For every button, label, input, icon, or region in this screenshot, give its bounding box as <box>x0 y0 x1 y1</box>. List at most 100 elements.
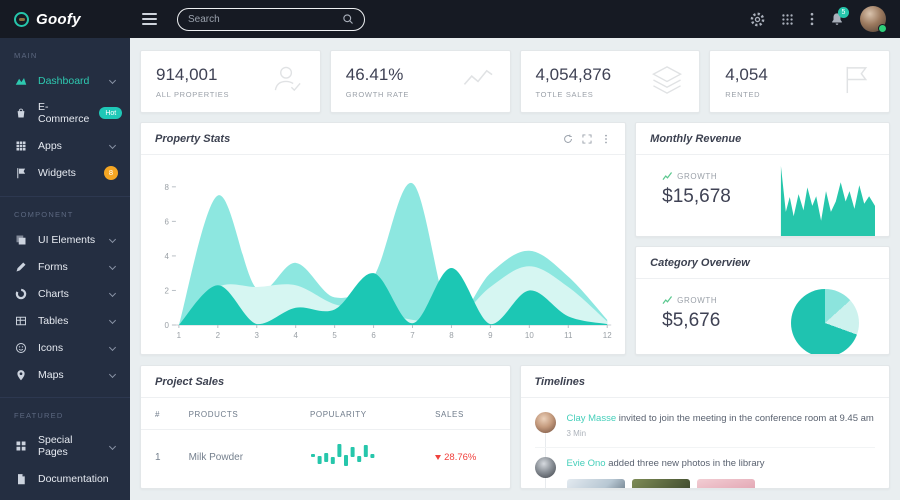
svg-text:8: 8 <box>164 183 169 192</box>
svg-text:3: 3 <box>255 331 260 340</box>
photo-thumbnail[interactable] <box>566 478 625 488</box>
stats-row: 914,001 ALL PROPERTIES 46.41% GROWTH RAT… <box>140 50 890 113</box>
timelines-card: Timelines Clay Masse invited to join the… <box>519 365 890 489</box>
chevron-down-icon <box>108 235 117 244</box>
avatar[interactable] <box>534 457 556 479</box>
property-stats-chart-body: 0 2 4 6 8 1 2 3 4 5 6 7 8 9 10 11 12 <box>141 155 625 354</box>
timeline-item: Clay Masse invited to join the meeting i… <box>534 407 876 447</box>
sidebar-item-dashboard[interactable]: Dashboard <box>0 67 130 94</box>
brand[interactable]: Goofy <box>0 11 130 28</box>
project-sales-header: Project Sales <box>141 366 510 398</box>
table-row[interactable]: 1 Milk Powder 28.76% <box>141 430 510 486</box>
main-content: 914,001 ALL PROPERTIES 46.41% GROWTH RAT… <box>130 38 900 500</box>
monthly-revenue-header: Monthly Revenue <box>636 123 889 155</box>
svg-text:8: 8 <box>449 331 454 340</box>
stat-label: RENTED <box>725 89 761 99</box>
card-title: Monthly Revenue <box>650 133 742 145</box>
stat-card-total-sales: 4,054,876 TOTLE SALES <box>519 50 701 113</box>
chevron-down-icon <box>108 343 117 352</box>
stat-label: TOTLE SALES <box>535 89 594 99</box>
svg-text:2: 2 <box>164 286 169 295</box>
sidebar-item-maps[interactable]: Maps <box>0 361 130 388</box>
shopping-bag-icon <box>15 107 28 120</box>
settings-gear-icon[interactable] <box>750 12 765 27</box>
growth-label: GROWTH <box>662 172 731 181</box>
fullscreen-icon[interactable] <box>582 134 592 144</box>
divider <box>0 397 130 398</box>
flag-icon <box>840 64 874 100</box>
timeline-user-link[interactable]: Clay Masse <box>566 413 617 424</box>
sidebar-item-charts[interactable]: Charts <box>0 280 130 307</box>
search-icon[interactable] <box>342 13 354 25</box>
sidebar-item-icons[interactable]: Icons <box>0 334 130 361</box>
kebab-menu-icon[interactable] <box>810 12 814 26</box>
timeline-list: Clay Masse invited to join the meeting i… <box>521 398 890 488</box>
sidebar-item-ecommerce[interactable]: E-Commerce Hot <box>0 94 130 132</box>
timeline-photos <box>566 478 765 488</box>
sidebar-item-special-pages[interactable]: Special Pages <box>0 427 130 465</box>
card-title: Project Sales <box>155 376 225 388</box>
refresh-icon[interactable] <box>563 134 573 144</box>
growth-trend-icon <box>662 172 673 181</box>
smiley-icon <box>15 341 28 354</box>
stat-label: GROWTH RATE <box>345 89 410 99</box>
flag-icon <box>15 167 28 180</box>
svg-text:6: 6 <box>164 217 169 226</box>
svg-text:6: 6 <box>371 331 376 340</box>
timeline-connector <box>544 412 546 488</box>
sidebar-item-ui-elements[interactable]: UI Elements <box>0 226 130 253</box>
mid-row: Property Stats 0 2 4 6 8 1 2 3 4 5 6 7 8 9 10 11 12 Mont… <box>140 122 890 355</box>
column-header-index[interactable]: # <box>141 398 175 430</box>
column-header-sales[interactable]: SALES <box>421 398 510 430</box>
apps-icon <box>15 139 28 152</box>
stat-value: 4,054 <box>725 64 768 84</box>
kebab-menu-icon[interactable] <box>601 134 611 144</box>
chevron-down-icon <box>108 289 117 298</box>
column-header-popularity[interactable]: POPULARITY <box>295 398 422 430</box>
svg-text:10: 10 <box>525 331 534 340</box>
svg-text:0: 0 <box>164 321 169 330</box>
search-input[interactable] <box>188 13 342 25</box>
sidebar-item-documentation[interactable]: Documentation <box>0 465 130 492</box>
card-tools <box>563 134 611 144</box>
growth-trend-icon <box>662 296 673 305</box>
monthly-revenue-value: $15,678 <box>662 186 731 207</box>
popularity-bars-chart <box>310 444 375 466</box>
row-product: Milk Powder <box>188 452 244 463</box>
user-avatar[interactable] <box>860 6 887 33</box>
table-icon <box>15 314 28 327</box>
timeline-user-link[interactable]: Evie Ono <box>566 458 606 470</box>
notifications-bell-icon[interactable]: 5 <box>830 7 849 26</box>
column-header-products[interactable]: PRODUCTS <box>174 398 296 430</box>
photo-thumbnail[interactable] <box>631 478 690 488</box>
sidebar-item-apps[interactable]: Apps <box>0 132 130 159</box>
search-box[interactable] <box>177 7 365 31</box>
svg-text:4: 4 <box>164 252 169 261</box>
sidebar-item-forms[interactable]: Forms <box>0 253 130 280</box>
stat-value: 914,001 <box>156 64 218 84</box>
apps-grid-icon[interactable] <box>781 13 794 26</box>
sidebar: MAIN Dashboard E-Commerce Hot Apps Widge… <box>0 38 130 500</box>
brand-logo-icon <box>14 11 29 27</box>
card-title: Category Overview <box>650 257 750 269</box>
stat-card-all-properties: 914,001 ALL PROPERTIES <box>140 50 321 113</box>
menu-toggle-icon[interactable] <box>138 9 161 29</box>
project-sales-table: # PRODUCTS POPULARITY SALES 1 Milk Powde… <box>141 398 510 485</box>
avatar[interactable] <box>534 412 556 433</box>
timeline-text: Clay Masse invited to join the meeting i… <box>566 413 874 424</box>
project-sales-card: Project Sales # PRODUCTS POPULARITY SALE… <box>140 365 511 489</box>
stat-card-growth-rate: 46.41% GROWTH RATE <box>329 50 511 113</box>
sidebar-item-multilevel[interactable]: Multilevel <box>0 492 130 500</box>
timeline-text: Evie Ono added three new photos in the l… <box>566 458 765 470</box>
row-popularity <box>296 430 421 486</box>
sidebar-item-tables[interactable]: Tables <box>0 307 130 334</box>
pencil-icon <box>15 260 28 273</box>
photo-thumbnail[interactable] <box>696 478 755 488</box>
trend-down-icon <box>435 455 442 460</box>
svg-text:4: 4 <box>293 331 298 340</box>
chevron-down-icon <box>108 370 117 379</box>
sidebar-item-widgets[interactable]: Widgets 8 <box>0 159 130 187</box>
row-sales: 28.76% <box>421 430 509 486</box>
chevron-down-icon <box>108 141 117 150</box>
document-icon <box>15 472 28 485</box>
